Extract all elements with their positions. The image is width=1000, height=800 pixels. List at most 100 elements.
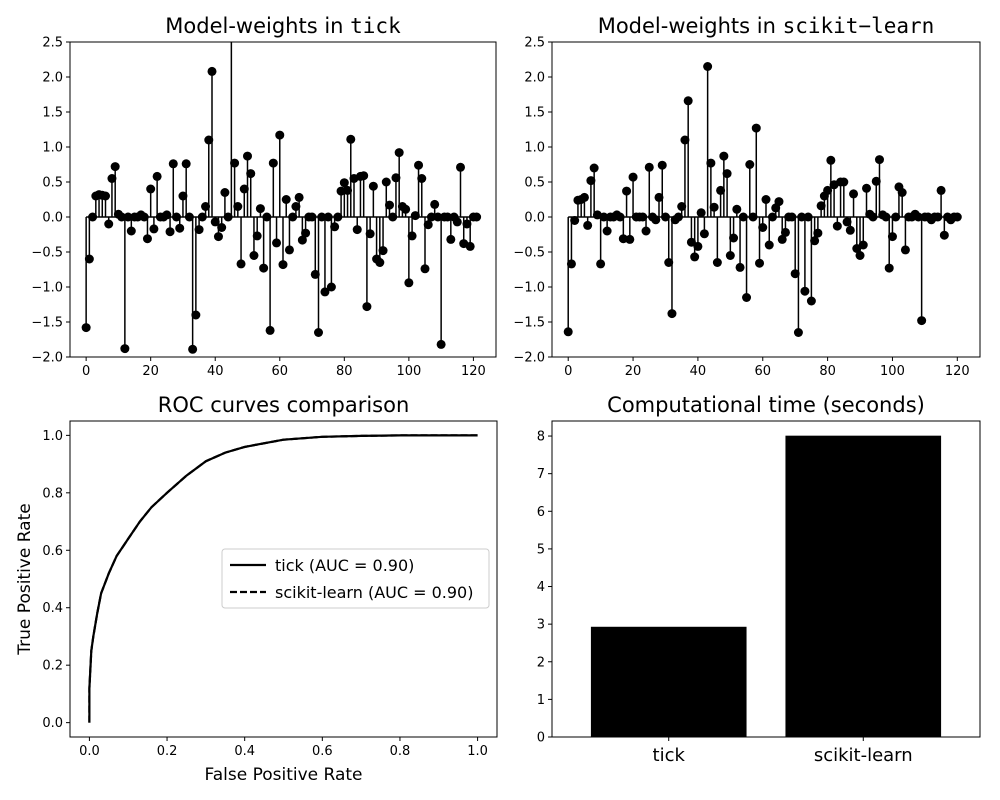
x-tick-label: 0 (564, 364, 572, 379)
stem-marker (191, 310, 201, 320)
stem-marker (677, 202, 687, 211)
stem-marker (897, 188, 907, 197)
y-tick-label: 7 (537, 467, 545, 482)
stem-marker (777, 234, 787, 244)
stem-marker (297, 235, 307, 245)
y-tick-label: 0.0 (524, 211, 545, 226)
stem-marker (858, 240, 868, 250)
stem-marker (181, 159, 191, 169)
stem-marker (699, 229, 709, 239)
stem-marker (563, 327, 573, 337)
stem-marker (602, 226, 612, 236)
x-tick-label: 80 (336, 364, 353, 379)
stem-marker (101, 191, 110, 201)
stem-marker (709, 202, 719, 212)
stem-marker (175, 223, 185, 233)
stem-marker (188, 344, 198, 354)
stem-marker (368, 181, 378, 191)
stem-marker (430, 199, 440, 209)
legend-entry: tick (AUC = 0.90) (275, 556, 414, 575)
stem-marker (638, 212, 648, 222)
x-tick-label: tick (653, 745, 686, 766)
stem-marker (813, 228, 823, 238)
stem-marker (465, 241, 475, 251)
axes-frame (551, 420, 981, 738)
stem-marker (310, 269, 320, 279)
x-tick-label: 0.0 (79, 744, 100, 759)
stem-marker (462, 219, 472, 229)
stem-marker (201, 202, 211, 211)
stem-marker (845, 225, 855, 235)
stem-marker (88, 212, 98, 222)
x-axis-label: False Positive Rate (205, 765, 363, 785)
stem-marker (307, 212, 317, 222)
stem-marker (767, 212, 777, 222)
stem-marker (346, 134, 356, 144)
stem-marker (359, 171, 369, 181)
y-tick-label: 0 (537, 731, 545, 746)
stem-marker (566, 259, 576, 269)
stem-marker (323, 212, 333, 222)
stem-marker (625, 234, 635, 244)
stem-marker (223, 212, 233, 222)
bar (590, 626, 747, 737)
y-tick-label: 0.5 (524, 176, 545, 191)
y-tick-label: −1.0 (31, 281, 63, 296)
axes-frame (69, 41, 497, 358)
stem-marker (414, 160, 424, 170)
y-tick-label: 1.5 (42, 106, 63, 121)
stem-marker (690, 252, 700, 262)
stem-marker (618, 234, 628, 244)
stem-marker (589, 163, 599, 173)
y-tick-label: 0.0 (42, 211, 63, 226)
stem-marker (426, 212, 436, 222)
x-tick-label: 1.0 (467, 744, 488, 759)
stem-marker (388, 212, 398, 222)
stem-marker (719, 151, 729, 161)
plot-area (563, 62, 962, 337)
stem-marker (391, 173, 401, 183)
y-tick-label: 0.8 (42, 486, 63, 501)
x-tick-label: 80 (819, 364, 836, 379)
y-axis-label: True Positive Rate (15, 503, 35, 655)
stem-marker (933, 212, 943, 222)
stem-marker (832, 221, 842, 231)
chart-title: Computational time (seconds) (607, 393, 925, 417)
y-tick-label: 1.0 (524, 141, 545, 156)
roc-curve-plot: ROC curves comparison 0.0 0.2 0.4 0.6 0.8 1.0 0… (15, 393, 498, 785)
stem-marker (339, 178, 349, 188)
x-tick-label: 60 (271, 364, 288, 379)
stem-marker (732, 204, 742, 214)
y-tick-label: 4 (537, 580, 545, 595)
stem-marker (178, 191, 188, 201)
y-tick-label: 1 (537, 693, 545, 708)
stem-marker (738, 212, 748, 222)
computation-time-bar-chart: Computational time (seconds) tick scikit-l… (537, 393, 981, 766)
stem-marker (433, 212, 443, 222)
stem-marker (401, 204, 411, 214)
stem-marker (586, 176, 596, 186)
stem-marker (281, 195, 291, 204)
stem-marker (599, 212, 609, 222)
stem-marker (204, 135, 214, 145)
stem-marker (330, 222, 340, 232)
stem-marker (622, 186, 632, 196)
y-tick-label: 3 (537, 618, 545, 633)
stem-marker (706, 158, 716, 168)
stem-marker (696, 208, 706, 218)
stem-marker (291, 202, 301, 211)
stem-marker (246, 169, 256, 179)
stem-marker (615, 212, 625, 222)
y-tick-label: 2.0 (42, 71, 63, 86)
stem-marker (913, 212, 923, 222)
stem-marker (729, 233, 739, 243)
stem-marker (420, 264, 430, 274)
stem-marker (751, 123, 761, 133)
stem-marker (443, 212, 453, 222)
stem-marker (855, 251, 865, 260)
stem-marker (288, 212, 298, 222)
x-tick-label: 20 (625, 364, 642, 379)
stem-marker (667, 309, 677, 319)
stem-marker (265, 325, 275, 335)
y-tick-label: −2.0 (513, 351, 545, 366)
